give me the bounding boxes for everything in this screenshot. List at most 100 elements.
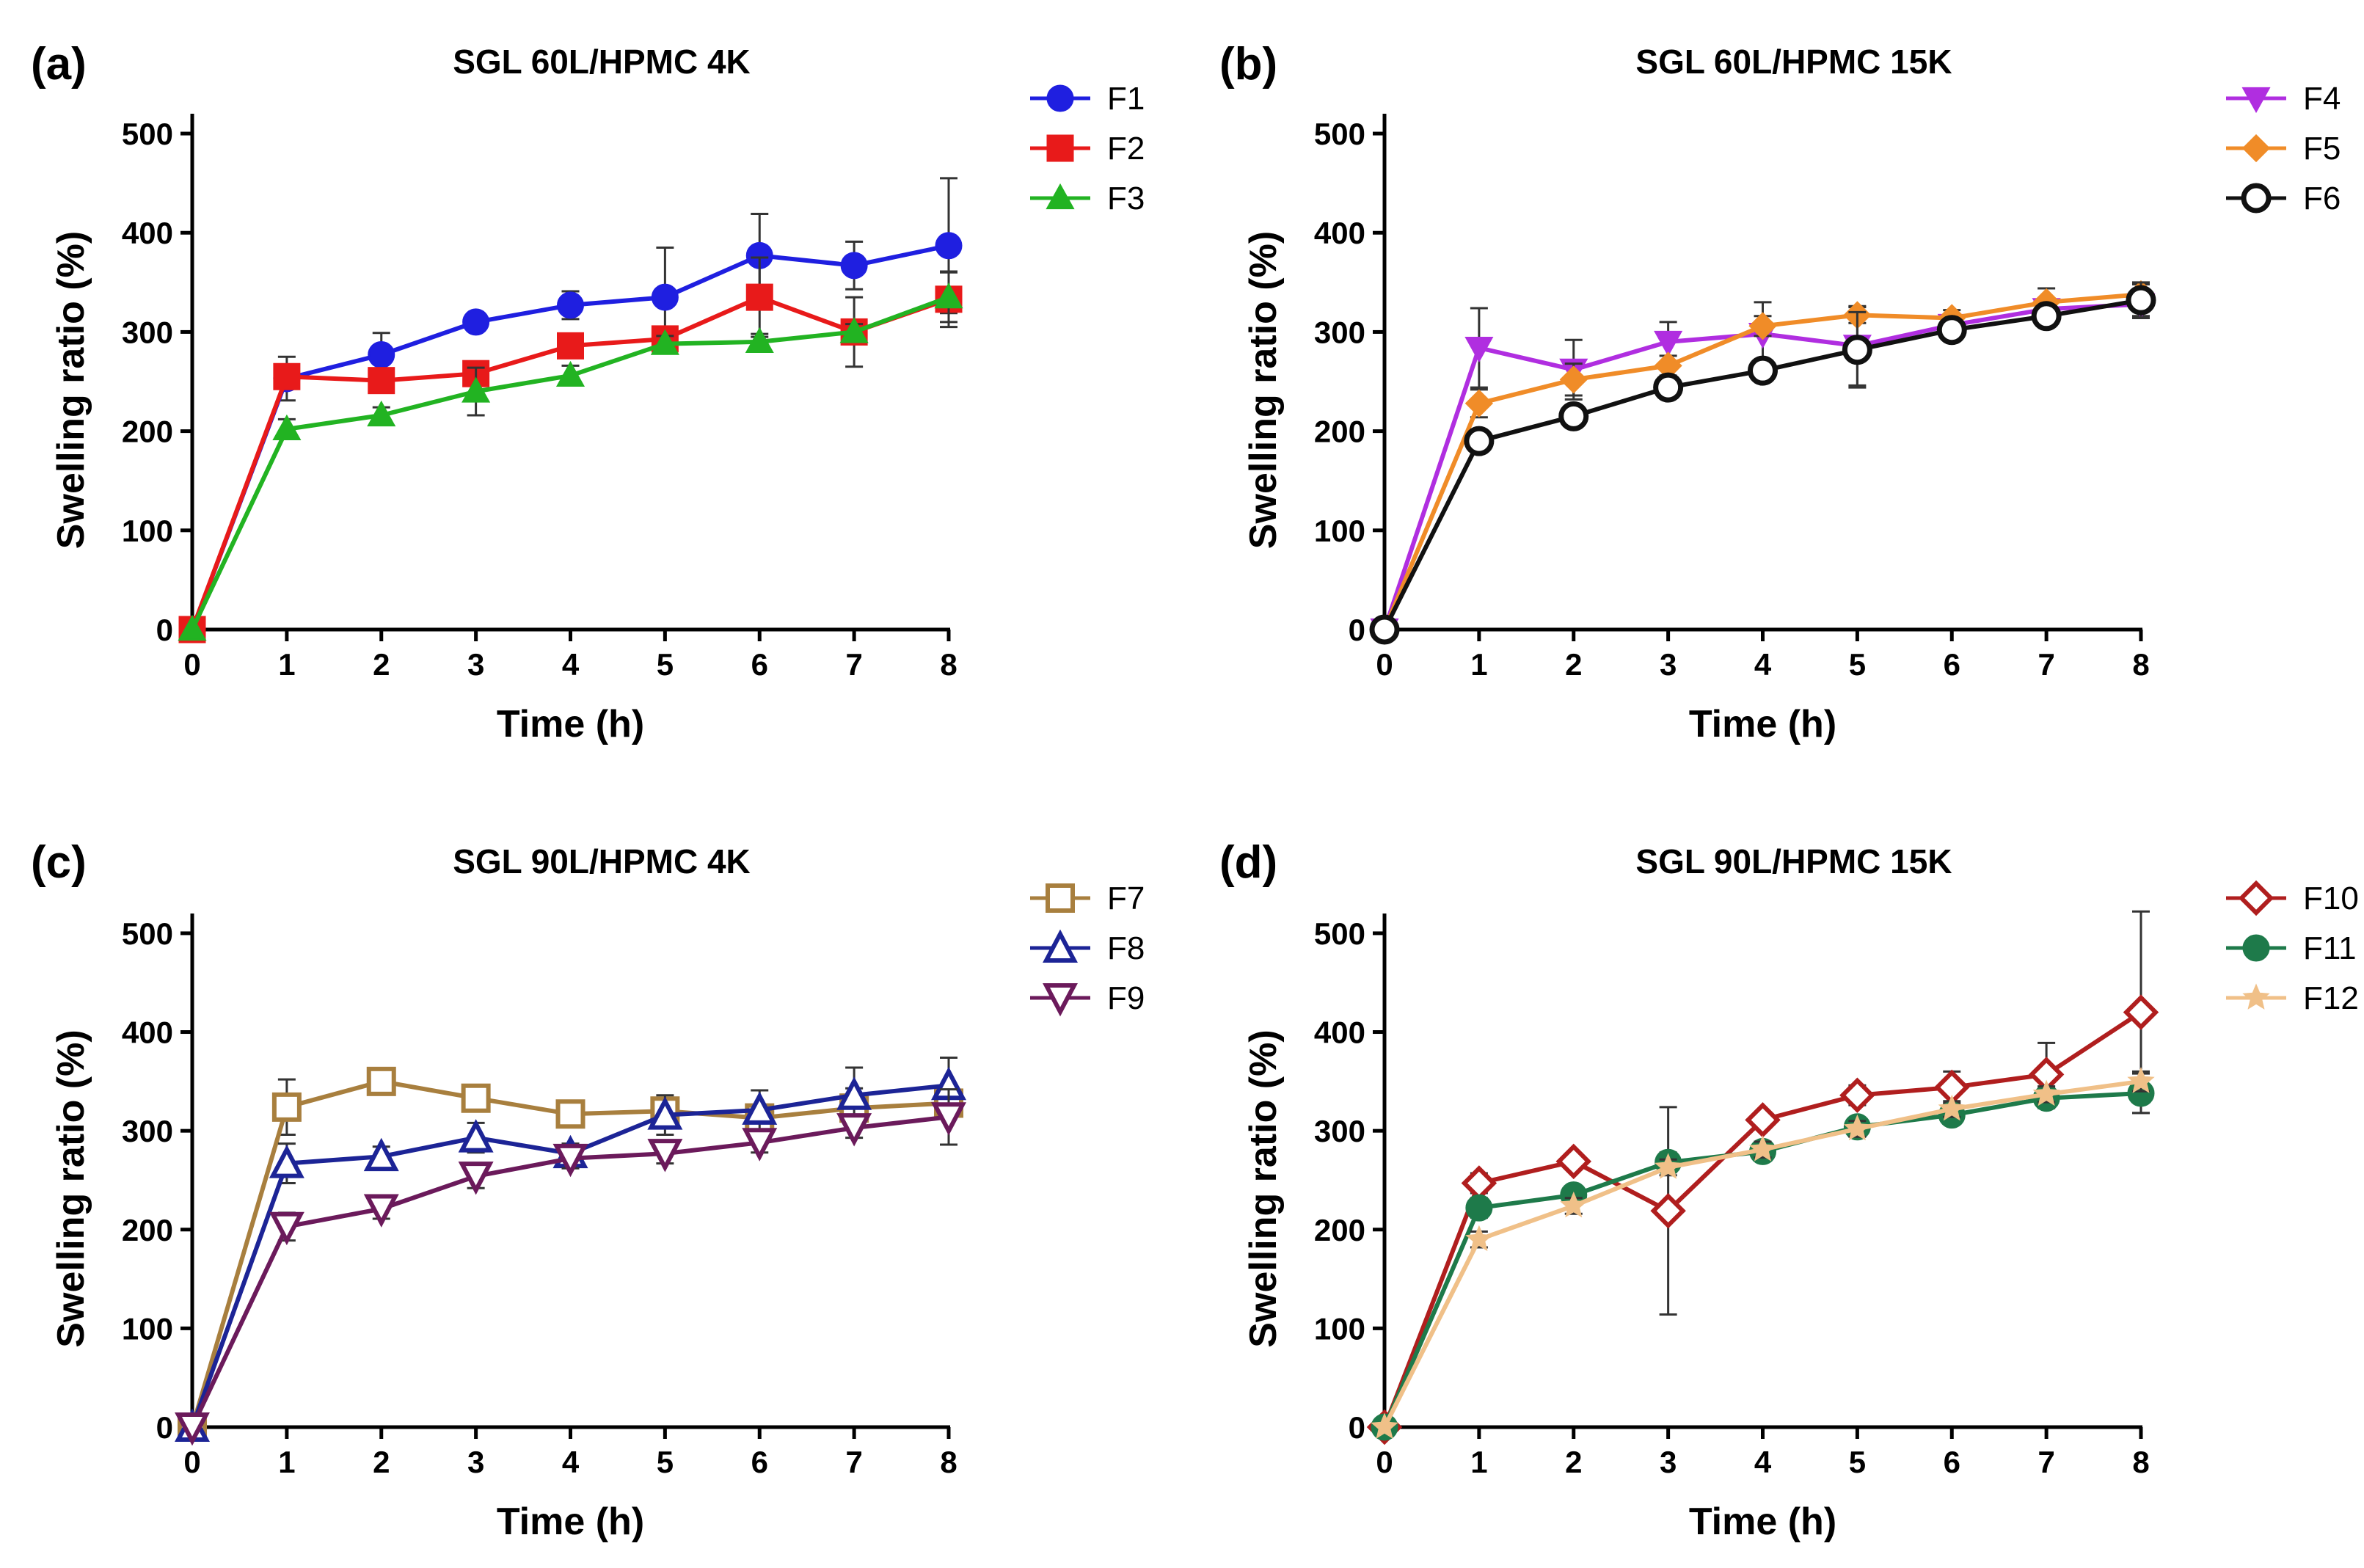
series-f3 [178,271,963,641]
legend-marker [1046,183,1075,210]
x-tick-label: 4 [562,647,580,682]
data-point [745,283,773,311]
x-tick-label: 4 [1754,647,1772,682]
x-tick-label: 7 [845,1445,862,1479]
legend-marker [1043,929,1078,963]
y-axis-label: Swelling ratio (%) [1242,231,1285,549]
data-point [363,1194,399,1228]
legend-item: F11 [2226,930,2357,966]
data-point [1558,401,1589,431]
x-tick-label: 2 [373,1445,390,1479]
data-point [647,1139,683,1173]
legend-marker [2242,983,2270,1010]
x-tick-label: 1 [278,647,295,682]
data-point [1839,1077,1875,1113]
y-tick-label: 300 [122,1114,173,1148]
y-tick-label: 400 [1314,1015,1365,1050]
data-point [1465,1225,1493,1252]
data-point [1843,1114,1871,1141]
chart-panel: (b) SGL 60L/HPMC 15K 0 100 200 300 400 500 0 1 2 3 4… [1219,39,2341,745]
y-tick-label: 300 [122,315,173,349]
y-tick-label: 400 [122,216,173,250]
data-point [840,252,868,280]
data-point [2126,285,2156,316]
data-point [935,232,963,260]
panel-label: (b) [1219,39,1277,90]
x-tick-label: 3 [1660,647,1677,682]
data-point [461,1083,491,1113]
y-tick-label: 200 [122,1213,173,1247]
data-point [742,1128,778,1162]
series-line [190,1079,949,1428]
legend-label: F11 [2303,930,2357,966]
chart-panel: (c) SGL 90L/HPMC 4K 0 100 200 300 400 500 0 1 2 3 4 5… [31,837,1145,1543]
data-point [1654,330,1683,357]
chart-title: SGL 60L/HPMC 4K [453,43,751,81]
legend-label: F6 [2303,180,2341,216]
x-tick-label: 1 [1470,1445,1487,1479]
x-tick-label: 2 [373,647,390,682]
data-point [273,362,301,390]
x-axis-label: Time (h) [1689,1500,1836,1543]
x-tick-label: 8 [2132,647,2149,682]
x-tick-label: 5 [1849,1445,1866,1479]
legend-label: F2 [1107,131,1145,167]
y-tick-label: 100 [1314,1311,1365,1346]
series-line [1382,1010,2142,1429]
legend-item: F8 [1030,929,1145,966]
y-tick-label: 200 [1314,1213,1365,1247]
data-point [745,327,774,354]
data-point [552,1143,588,1178]
series-f6 [1369,281,2156,645]
x-tick-label: 4 [562,1445,580,1479]
chart-title: SGL 90L/HPMC 15K [1635,842,1952,880]
data-point [651,283,679,311]
data-point [2032,1079,2060,1106]
x-tick-label: 5 [657,1445,674,1479]
x-tick-label: 5 [657,647,674,682]
y-tick-label: 0 [1349,613,1365,647]
y-tick-label: 300 [1314,315,1365,349]
y-tick-label: 400 [122,1015,173,1050]
y-tick-label: 200 [1314,415,1365,449]
data-point [1748,355,1778,386]
legend-item: F2 [1030,131,1145,167]
legend-marker [2241,183,2272,214]
data-point [2031,301,2062,332]
x-tick-label: 2 [1565,647,1582,682]
series-f12 [1371,1067,2155,1439]
series-f4 [1370,291,2156,645]
y-tick-label: 500 [122,916,173,951]
x-tick-label: 0 [183,647,200,682]
data-point [647,1096,683,1130]
legend-marker [1046,134,1074,162]
chart-panel: (a) SGL 60L/HPMC 4K 0 100 200 300 400 500 0 1 2 3 4 5… [31,39,1145,745]
legend-item: F12 [2226,980,2359,1016]
data-point [650,329,679,355]
y-tick-label: 500 [122,117,173,151]
x-tick-label: 4 [1754,1445,1772,1479]
data-point [1745,1102,1781,1138]
data-point [462,376,491,403]
legend-label: F4 [2303,81,2341,117]
x-tick-label: 1 [278,1445,295,1479]
data-point [269,1145,304,1178]
data-point [458,1119,494,1153]
data-point [178,614,207,641]
data-point [1655,1153,1682,1179]
y-tick-label: 300 [1314,1114,1365,1148]
x-tick-label: 0 [1376,1445,1393,1479]
data-point [742,1091,778,1125]
data-point [1464,336,1494,363]
data-point [1555,1143,1591,1180]
data-point [175,1412,210,1446]
y-axis-label: Swelling ratio (%) [1242,1029,1285,1347]
y-axis-label: Swelling ratio (%) [50,231,92,549]
data-point [1936,315,1967,346]
data-point [836,1076,872,1110]
x-tick-label: 3 [467,647,484,682]
data-point [272,414,302,441]
series-f1 [178,177,963,643]
data-point [1371,1412,1398,1439]
